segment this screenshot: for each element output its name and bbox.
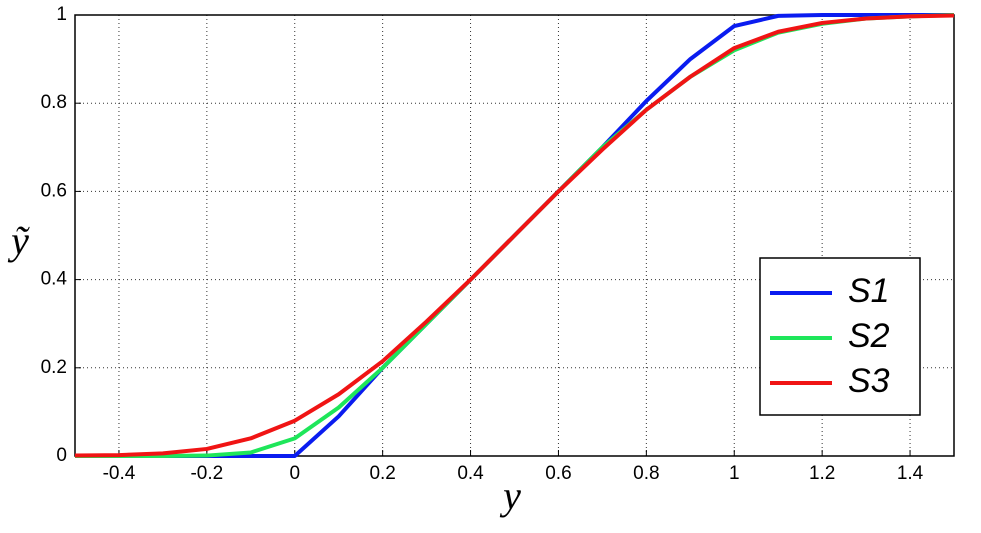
y-tick-label: 1: [56, 4, 67, 25]
plot-frame: [74, 14, 955, 457]
legend-label: S2: [848, 317, 890, 355]
x-tick-label: 0: [289, 463, 300, 484]
x-tick-label: 0.8: [633, 463, 659, 484]
x-tick-label: 1: [729, 463, 740, 484]
x-axis-label: y: [499, 473, 521, 518]
x-tick-label: 1.2: [809, 463, 835, 484]
legend-label: S3: [848, 362, 890, 400]
x-tick-label: 1.4: [897, 463, 924, 484]
x-tick-label: -0.4: [103, 463, 136, 484]
y-tick-label: 0.2: [41, 357, 67, 378]
x-tick-label: 0.6: [545, 463, 571, 484]
y-axis-label: ỹ: [7, 218, 30, 263]
x-tick-label: -0.2: [190, 463, 223, 484]
x-tick-label: 0.2: [369, 463, 395, 484]
series-line: [74, 13, 955, 458]
y-tick-label: 0.6: [41, 180, 67, 201]
y-tick-label: 0: [56, 445, 67, 466]
y-tick-label: 0.4: [41, 269, 68, 290]
legend-label: S1: [848, 272, 890, 310]
x-tick-label: 0.4: [457, 463, 484, 484]
y-tick-label: 0.8: [41, 92, 67, 113]
